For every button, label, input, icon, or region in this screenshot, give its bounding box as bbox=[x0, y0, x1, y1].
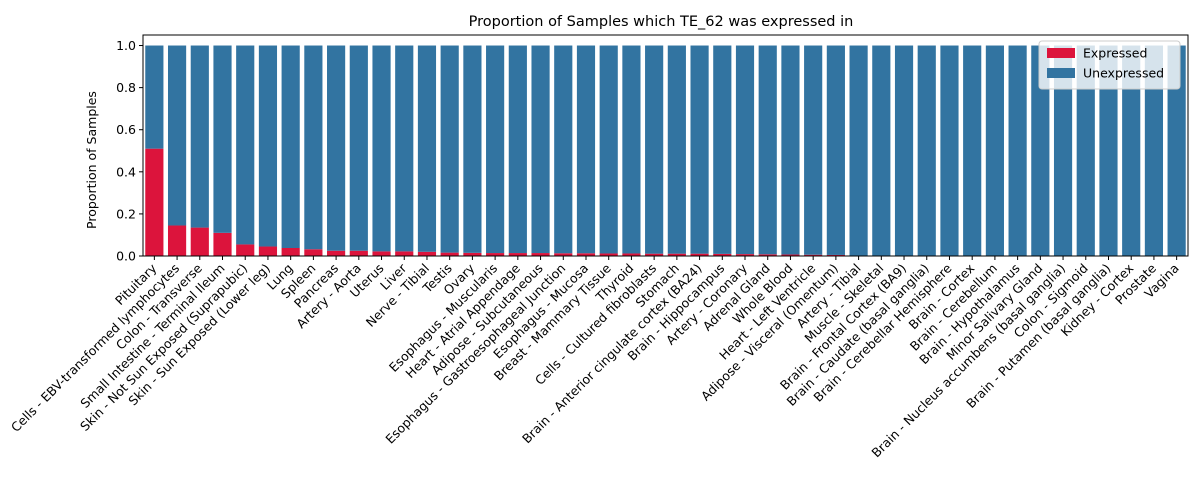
legend-swatch-unexpressed bbox=[1047, 68, 1075, 78]
bar-expressed-7 bbox=[304, 249, 323, 256]
bar-unexpressed-13 bbox=[440, 45, 459, 253]
bar-expressed-10 bbox=[372, 251, 391, 256]
y-tick-label-2: 0.4 bbox=[116, 164, 136, 179]
bar-unexpressed-2 bbox=[190, 45, 209, 228]
bar-expressed-14 bbox=[463, 252, 482, 256]
bar-unexpressed-40 bbox=[1053, 45, 1073, 256]
bar-unexpressed-24 bbox=[690, 45, 709, 254]
bar-expressed-13 bbox=[440, 252, 459, 256]
bar-unexpressed-18 bbox=[554, 45, 573, 254]
bar-expressed-28 bbox=[781, 254, 800, 256]
bar-unexpressed-37 bbox=[985, 45, 1004, 256]
bar-expressed-8 bbox=[327, 250, 346, 256]
bar-expressed-30 bbox=[826, 254, 845, 256]
bar-unexpressed-41 bbox=[1076, 45, 1095, 256]
bar-expressed-27 bbox=[758, 254, 777, 256]
bar-unexpressed-20 bbox=[599, 45, 618, 254]
bar-unexpressed-45 bbox=[1167, 45, 1186, 256]
bar-unexpressed-28 bbox=[781, 45, 800, 255]
bar-unexpressed-38 bbox=[1008, 45, 1027, 256]
bar-unexpressed-23 bbox=[667, 45, 686, 254]
bar-expressed-21 bbox=[622, 253, 641, 256]
bar-unexpressed-11 bbox=[395, 45, 414, 252]
bar-unexpressed-4 bbox=[236, 45, 255, 245]
bar-unexpressed-30 bbox=[826, 45, 845, 255]
bar-unexpressed-6 bbox=[281, 45, 300, 248]
bar-unexpressed-22 bbox=[645, 45, 664, 254]
bar-expressed-0 bbox=[145, 148, 164, 256]
bar-unexpressed-44 bbox=[1144, 45, 1164, 256]
y-tick-label-1: 0.2 bbox=[116, 206, 136, 221]
bar-unexpressed-15 bbox=[486, 45, 505, 254]
bar-unexpressed-31 bbox=[849, 45, 868, 256]
bar-unexpressed-5 bbox=[258, 45, 278, 247]
bar-expressed-1 bbox=[167, 225, 187, 256]
bar-unexpressed-29 bbox=[804, 45, 823, 255]
bar-expressed-22 bbox=[645, 253, 664, 256]
plot-frame bbox=[142, 34, 1189, 257]
bar-expressed-20 bbox=[599, 253, 618, 256]
bar-unexpressed-14 bbox=[463, 45, 482, 253]
bar-unexpressed-7 bbox=[304, 45, 323, 250]
bar-unexpressed-12 bbox=[417, 45, 437, 252]
bar-unexpressed-35 bbox=[940, 45, 959, 256]
bar-unexpressed-25 bbox=[713, 45, 732, 254]
bar-expressed-5 bbox=[258, 246, 278, 256]
bar-unexpressed-8 bbox=[327, 45, 346, 251]
bar-unexpressed-27 bbox=[758, 45, 777, 255]
bar-expressed-24 bbox=[690, 253, 709, 256]
bar-expressed-6 bbox=[281, 248, 300, 256]
bar-unexpressed-39 bbox=[1031, 45, 1050, 256]
bar-unexpressed-10 bbox=[372, 45, 391, 252]
y-tick-label-5: 1.0 bbox=[116, 38, 136, 53]
bar-expressed-3 bbox=[213, 232, 232, 256]
bar-expressed-11 bbox=[395, 251, 414, 256]
bar-expressed-12 bbox=[417, 251, 437, 256]
bar-expressed-18 bbox=[554, 253, 573, 256]
bar-expressed-16 bbox=[508, 253, 527, 256]
bar-unexpressed-9 bbox=[349, 45, 368, 251]
bar-expressed-17 bbox=[531, 253, 550, 256]
bar-unexpressed-33 bbox=[894, 45, 914, 256]
bar-expressed-15 bbox=[486, 253, 505, 256]
legend-label-unexpressed: Unexpressed bbox=[1083, 66, 1164, 81]
bar-expressed-9 bbox=[349, 250, 368, 256]
bar-unexpressed-0 bbox=[145, 45, 164, 149]
y-axis-label: Proportion of Samples bbox=[84, 91, 99, 229]
bar-unexpressed-42 bbox=[1099, 45, 1118, 256]
bar-expressed-2 bbox=[190, 227, 209, 256]
bar-unexpressed-19 bbox=[576, 45, 596, 254]
bar-unexpressed-34 bbox=[917, 45, 936, 256]
legend: Expressed Unexpressed bbox=[1038, 40, 1181, 90]
bar-expressed-29 bbox=[804, 254, 823, 256]
bar-expressed-4 bbox=[236, 244, 255, 256]
bar-expressed-23 bbox=[667, 253, 686, 256]
bar-expressed-25 bbox=[713, 253, 732, 256]
bars-layer bbox=[145, 45, 1186, 256]
bar-unexpressed-21 bbox=[622, 45, 641, 254]
bar-unexpressed-43 bbox=[1122, 45, 1141, 256]
bar-unexpressed-17 bbox=[531, 45, 550, 254]
bar-unexpressed-3 bbox=[213, 45, 232, 233]
y-tick-label-3: 0.6 bbox=[116, 122, 136, 137]
y-tick-label-4: 0.8 bbox=[116, 80, 136, 95]
bar-expressed-26 bbox=[735, 254, 755, 256]
bar-unexpressed-1 bbox=[167, 45, 187, 226]
y-tick-label-0: 0.0 bbox=[116, 249, 136, 264]
legend-swatch-expressed bbox=[1047, 48, 1075, 58]
legend-label-expressed: Expressed bbox=[1083, 46, 1147, 61]
bar-unexpressed-32 bbox=[872, 45, 891, 256]
bar-unexpressed-16 bbox=[508, 45, 527, 254]
chart-title: Proportion of Samples which TE_62 was ex… bbox=[469, 14, 854, 30]
bar-unexpressed-36 bbox=[963, 45, 982, 256]
bar-expressed-19 bbox=[576, 253, 596, 256]
bar-unexpressed-26 bbox=[735, 45, 755, 255]
